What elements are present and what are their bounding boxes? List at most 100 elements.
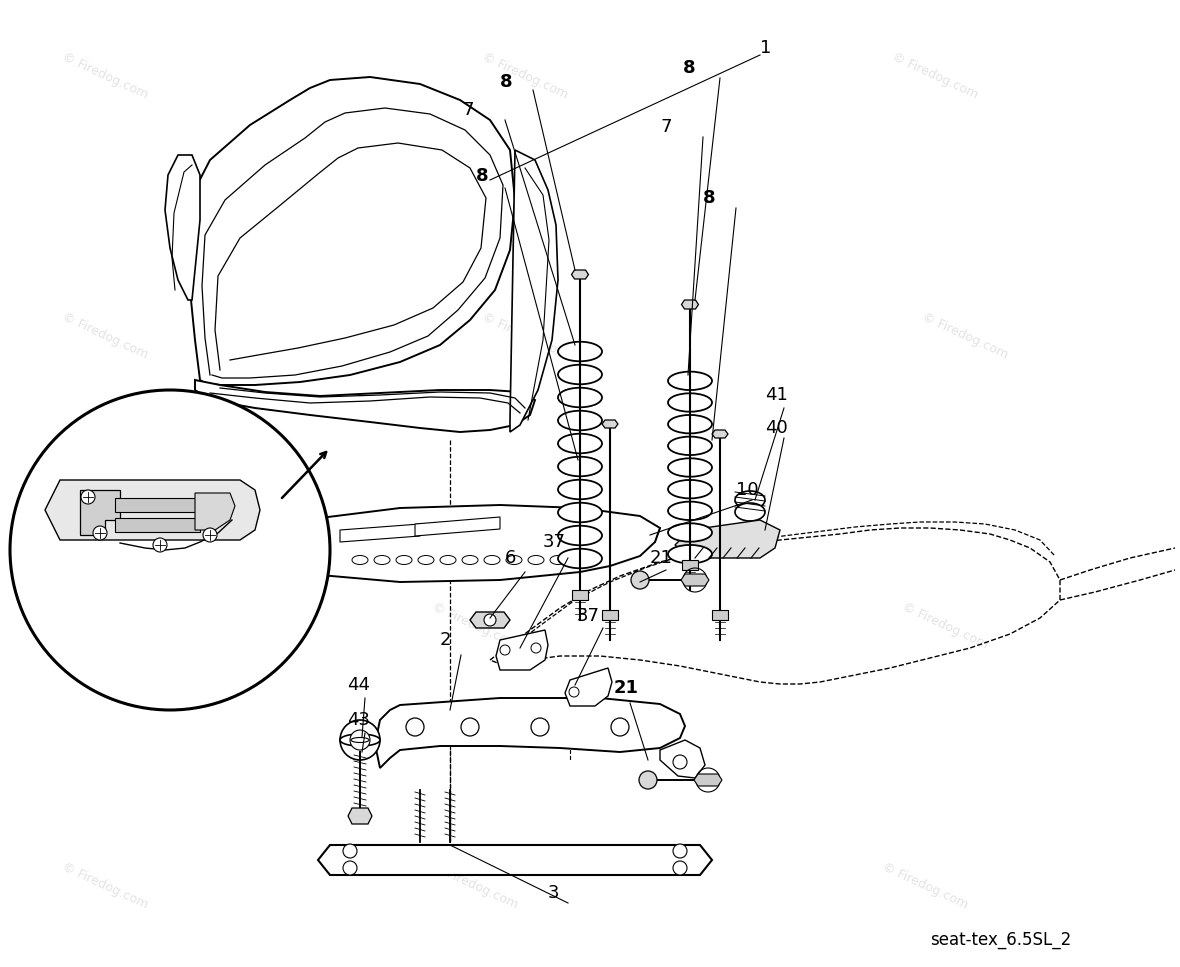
Polygon shape <box>195 493 235 530</box>
Circle shape <box>203 528 217 542</box>
Text: 8: 8 <box>476 167 489 185</box>
Text: 37: 37 <box>577 607 599 625</box>
Ellipse shape <box>484 555 500 565</box>
Ellipse shape <box>374 555 391 565</box>
Circle shape <box>531 643 540 653</box>
Polygon shape <box>114 518 199 532</box>
Circle shape <box>673 844 687 858</box>
Text: 44: 44 <box>347 676 371 694</box>
Text: 40: 40 <box>765 419 788 437</box>
Text: seat-tex_6.5SL_2: seat-tex_6.5SL_2 <box>930 931 1071 949</box>
Polygon shape <box>45 480 260 540</box>
Polygon shape <box>317 845 712 875</box>
Polygon shape <box>572 590 588 600</box>
Text: 2: 2 <box>440 631 452 649</box>
Text: 3: 3 <box>548 884 559 902</box>
Polygon shape <box>496 630 548 670</box>
Ellipse shape <box>668 458 712 477</box>
Polygon shape <box>195 380 535 432</box>
Ellipse shape <box>418 555 434 565</box>
Ellipse shape <box>668 523 712 542</box>
Text: 21: 21 <box>650 549 673 567</box>
Text: 8: 8 <box>683 59 696 77</box>
Circle shape <box>484 614 496 626</box>
Circle shape <box>640 771 657 789</box>
Circle shape <box>500 645 510 655</box>
Text: © Firedog.com: © Firedog.com <box>480 50 570 102</box>
Text: © Firedog.com: © Firedog.com <box>480 310 570 362</box>
Circle shape <box>673 755 687 769</box>
Text: 1: 1 <box>760 39 772 57</box>
Ellipse shape <box>668 394 712 412</box>
Ellipse shape <box>340 734 380 746</box>
Text: 6: 6 <box>505 549 517 567</box>
Ellipse shape <box>558 456 602 477</box>
Polygon shape <box>602 420 618 428</box>
Circle shape <box>343 861 358 875</box>
Polygon shape <box>510 150 558 432</box>
Ellipse shape <box>558 526 602 545</box>
Text: 43: 43 <box>347 711 371 729</box>
Polygon shape <box>712 430 728 438</box>
Polygon shape <box>694 774 722 786</box>
Polygon shape <box>266 505 660 582</box>
Ellipse shape <box>668 371 712 390</box>
Polygon shape <box>415 517 500 536</box>
Polygon shape <box>470 612 510 628</box>
Ellipse shape <box>558 480 602 499</box>
Polygon shape <box>114 498 199 512</box>
Ellipse shape <box>558 388 602 407</box>
Circle shape <box>350 730 371 750</box>
Text: 10: 10 <box>736 481 759 499</box>
Text: 37: 37 <box>543 533 566 551</box>
Ellipse shape <box>463 555 478 565</box>
Polygon shape <box>165 155 199 300</box>
Ellipse shape <box>558 548 602 569</box>
Ellipse shape <box>396 555 412 565</box>
Polygon shape <box>565 668 612 706</box>
Ellipse shape <box>558 434 602 454</box>
Ellipse shape <box>352 555 368 565</box>
Text: © Firedog.com: © Firedog.com <box>920 310 1010 362</box>
Text: 8: 8 <box>500 73 512 91</box>
Circle shape <box>93 526 107 540</box>
Circle shape <box>340 720 380 760</box>
Circle shape <box>531 718 549 736</box>
Ellipse shape <box>668 502 712 520</box>
Text: © Firedog.com: © Firedog.com <box>60 860 150 911</box>
Circle shape <box>673 861 687 875</box>
Polygon shape <box>681 574 709 586</box>
Polygon shape <box>571 270 589 279</box>
Text: © Firedog.com: © Firedog.com <box>60 50 150 102</box>
Polygon shape <box>682 300 699 309</box>
Text: © Firedog.com: © Firedog.com <box>900 600 990 651</box>
Polygon shape <box>660 740 704 778</box>
Polygon shape <box>375 698 686 768</box>
Ellipse shape <box>668 415 712 433</box>
Ellipse shape <box>506 555 522 565</box>
Text: © Firedog.com: © Firedog.com <box>430 860 520 911</box>
Circle shape <box>81 490 96 504</box>
Ellipse shape <box>350 738 369 743</box>
Ellipse shape <box>558 365 602 384</box>
Circle shape <box>153 538 168 552</box>
Text: © Firedog.com: © Firedog.com <box>880 860 970 911</box>
Ellipse shape <box>668 545 712 564</box>
Text: © Firedog.com: © Firedog.com <box>60 310 150 362</box>
Circle shape <box>461 718 479 736</box>
Circle shape <box>291 540 308 556</box>
Circle shape <box>343 844 358 858</box>
Circle shape <box>631 571 649 589</box>
Polygon shape <box>602 610 618 620</box>
Text: © Firedog.com: © Firedog.com <box>60 600 150 651</box>
Text: © Firedog.com: © Firedog.com <box>430 600 520 651</box>
Circle shape <box>569 687 579 697</box>
Circle shape <box>9 390 330 710</box>
Polygon shape <box>188 77 514 385</box>
Polygon shape <box>675 520 780 558</box>
Ellipse shape <box>440 555 455 565</box>
Polygon shape <box>712 610 728 620</box>
Ellipse shape <box>558 341 602 362</box>
Polygon shape <box>340 524 420 542</box>
Polygon shape <box>348 808 372 824</box>
